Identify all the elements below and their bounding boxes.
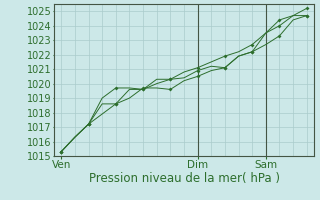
X-axis label: Pression niveau de la mer( hPa ): Pression niveau de la mer( hPa ) bbox=[89, 172, 279, 185]
